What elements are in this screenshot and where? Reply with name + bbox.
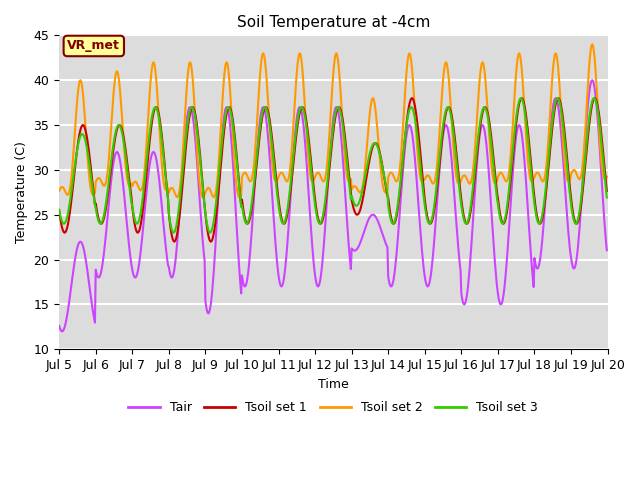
Tsoil set 2 <box>207 188 214 194</box>
X-axis label: Time: Time <box>318 378 349 391</box>
Tsoil set 1 <box>55 208 63 214</box>
Tsoil set 1 <box>65 215 73 221</box>
Title: Soil Temperature at -4cm: Soil Temperature at -4cm <box>237 15 430 30</box>
Tsoil set 1 <box>170 239 178 244</box>
Line: Tsoil set 1: Tsoil set 1 <box>59 98 607 241</box>
Tsoil set 1 <box>207 239 214 244</box>
Tair <box>55 323 63 329</box>
Tsoil set 3 <box>603 195 611 201</box>
Tair <box>401 153 408 158</box>
Tair <box>66 294 74 300</box>
Tsoil set 1 <box>122 146 129 152</box>
Tair <box>178 177 186 182</box>
Text: VR_met: VR_met <box>67 39 120 52</box>
Tair <box>58 328 66 334</box>
Tsoil set 3 <box>65 204 73 210</box>
Tsoil set 1 <box>401 144 408 149</box>
Tair <box>603 247 611 253</box>
Tsoil set 1 <box>408 95 415 101</box>
Tsoil set 2 <box>65 190 73 195</box>
Line: Tsoil set 2: Tsoil set 2 <box>59 44 607 197</box>
Tair <box>417 226 424 231</box>
Tsoil set 3 <box>401 142 408 148</box>
Tsoil set 2 <box>603 174 611 180</box>
Tsoil set 2 <box>178 165 186 171</box>
Tair <box>207 302 214 308</box>
Tsoil set 1 <box>417 156 425 162</box>
Tsoil set 2 <box>173 194 181 200</box>
Tsoil set 1 <box>603 188 611 194</box>
Line: Tsoil set 3: Tsoil set 3 <box>59 98 607 233</box>
Line: Tair: Tair <box>59 80 607 331</box>
Tsoil set 3 <box>178 177 186 183</box>
Tsoil set 3 <box>417 161 424 167</box>
Tair <box>122 213 130 219</box>
Tsoil set 1 <box>178 191 186 196</box>
Tsoil set 3 <box>207 229 214 235</box>
Tsoil set 3 <box>55 207 63 213</box>
Tair <box>589 77 596 83</box>
Tsoil set 2 <box>122 161 129 167</box>
Y-axis label: Temperature (C): Temperature (C) <box>15 142 28 243</box>
Tsoil set 3 <box>122 151 129 157</box>
Legend: Tair, Tsoil set 1, Tsoil set 2, Tsoil set 3: Tair, Tsoil set 1, Tsoil set 2, Tsoil se… <box>124 396 543 420</box>
Tsoil set 2 <box>589 41 596 47</box>
Tsoil set 2 <box>55 188 63 194</box>
Tsoil set 2 <box>401 104 408 109</box>
Tsoil set 3 <box>170 230 177 236</box>
Tsoil set 2 <box>417 174 424 180</box>
Tsoil set 3 <box>517 95 525 101</box>
